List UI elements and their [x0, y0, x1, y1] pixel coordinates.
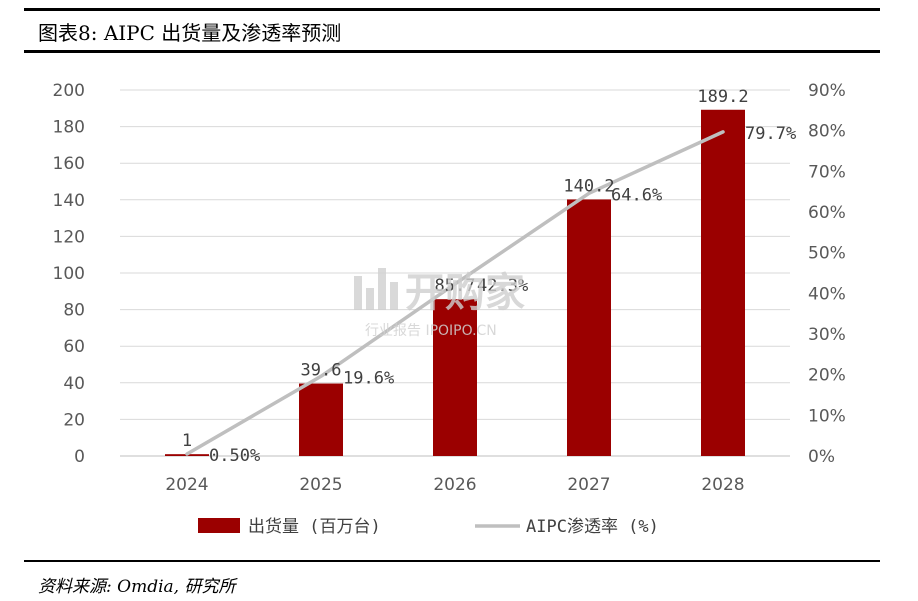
legend-bar-label: 出货量 (百万台): [248, 517, 381, 537]
y-right-tick-label: 30%: [808, 325, 846, 345]
legend-bar-swatch: [198, 518, 240, 533]
y-left-tick-label: 60: [63, 337, 85, 357]
bar-value-label: 189.2: [697, 87, 748, 107]
bar: [433, 299, 477, 456]
bar: [567, 199, 611, 456]
penetration-line: [185, 130, 725, 456]
y-left-tick-label: 140: [53, 191, 85, 211]
y-right-tick-label: 10%: [808, 406, 846, 426]
y-right-tick-label: 90%: [808, 81, 846, 101]
y-left-tick-label: 160: [53, 154, 85, 174]
bar-series: [165, 109, 745, 456]
y-right-tick-label: 60%: [808, 203, 846, 223]
bar-value-label: 1: [182, 431, 192, 451]
bar-value-label: 85.7: [435, 276, 476, 296]
bottom-rule: [24, 560, 880, 562]
legend-line-label: AIPC渗透率 (%): [526, 517, 659, 537]
watermark-logo-icon: [354, 268, 398, 310]
bar-value-label: 140.2: [563, 176, 614, 196]
line-value-label: 79.7%: [745, 124, 796, 144]
bar: [701, 109, 745, 456]
x-tick-label: 2025: [299, 475, 342, 495]
y-left-tick-label: 100: [53, 264, 85, 284]
x-tick-label: 2026: [433, 475, 476, 495]
y-left-tick-label: 180: [53, 118, 85, 138]
x-tick-label: 2028: [701, 475, 744, 495]
y-right-tick-label: 70%: [808, 162, 846, 182]
y-right-tick-label: 40%: [808, 284, 846, 304]
watermark-main: 开购家: [405, 270, 525, 316]
x-tick-label: 2024: [165, 475, 208, 495]
y-left-tick-label: 40: [63, 374, 85, 394]
y-left-tick-label: 200: [53, 81, 85, 101]
figure-title: 图表8: AIPC 出货量及渗透率预测: [38, 21, 342, 45]
legend: 出货量 (百万台) AIPC渗透率 (%): [198, 517, 659, 537]
line-value-label: 42.3%: [477, 276, 528, 296]
line-series: [185, 130, 725, 456]
y-right-tick-label: 20%: [808, 366, 846, 386]
line-value-label: 64.6%: [611, 185, 662, 205]
y-left-tick-label: 80: [63, 301, 85, 321]
x-tick-label: 2027: [567, 475, 610, 495]
y-left-tick-label: 120: [53, 227, 85, 247]
combo-chart: 0 20 40 60 80 100 120 140 160 180 200 0% 10% 20% 30% 40…: [53, 81, 846, 537]
y-right-tick-label: 0%: [808, 447, 835, 467]
y-right-tick-label: 50%: [808, 244, 846, 264]
data-labels: 1 39.6 85.7 140.2 189.2 0.50% 19.6% 42.3% 64.6% 7…: [182, 87, 796, 466]
watermark-sub: 行业报告 IPOIPO.CN: [365, 323, 497, 339]
watermark: 开购家 行业报告 IPOIPO.CN: [354, 268, 525, 339]
line-value-label: 19.6%: [343, 368, 394, 388]
line-value-label: 0.50%: [209, 446, 260, 466]
y-right-tick-label: 80%: [808, 122, 846, 142]
bar: [299, 383, 343, 456]
axis-labels: 0 20 40 60 80 100 120 140 160 180 200 0% 10% 20% 30% 40…: [53, 81, 846, 495]
title-rule: [24, 50, 880, 53]
top-rule: [24, 8, 880, 11]
source-note: 资料来源: Omdia, 研究所: [38, 577, 236, 597]
y-left-tick-label: 0: [74, 447, 85, 467]
y-left-tick-label: 20: [63, 410, 85, 430]
bar-value-label: 39.6: [301, 361, 342, 381]
